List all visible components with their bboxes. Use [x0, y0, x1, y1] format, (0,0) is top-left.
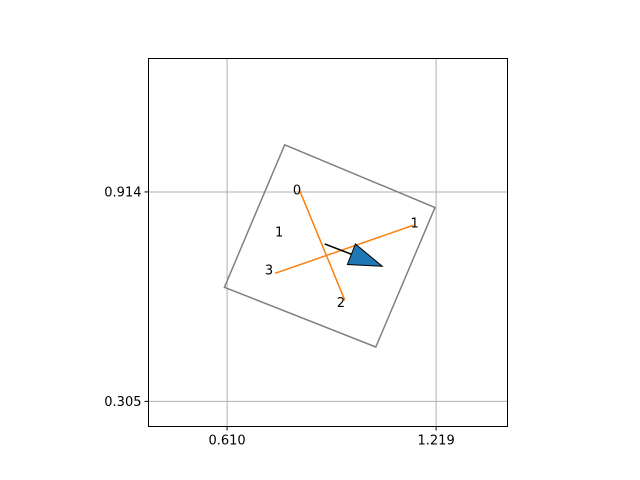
point-label: 2 — [337, 296, 345, 311]
y-tick-label: 0.914 — [104, 185, 141, 200]
point-label: 1 — [275, 225, 283, 240]
x-tick-label: 1.219 — [418, 434, 455, 449]
rotated-box — [223, 143, 436, 348]
point-label: 3 — [265, 264, 273, 279]
x-tick-label: 0.610 — [208, 434, 245, 449]
axis-lines — [274, 188, 414, 301]
plot-background — [148, 58, 508, 427]
axes-frame — [148, 58, 508, 427]
box-outline — [223, 143, 436, 348]
y-tick-label: 0.305 — [104, 395, 141, 410]
axis-line — [298, 188, 346, 301]
point-label: 1 — [411, 217, 419, 232]
axis-line — [274, 224, 414, 275]
axis-ticks: 0.610 1.219 0.914 0.305 — [104, 185, 454, 448]
point-labels: 0 1 2 3 1 — [265, 183, 419, 310]
arrow-shaft — [324, 243, 352, 255]
direction-arrow — [324, 243, 384, 267]
grid-lines — [148, 58, 508, 427]
point-label: 0 — [293, 183, 301, 198]
arrow-head — [346, 243, 384, 267]
